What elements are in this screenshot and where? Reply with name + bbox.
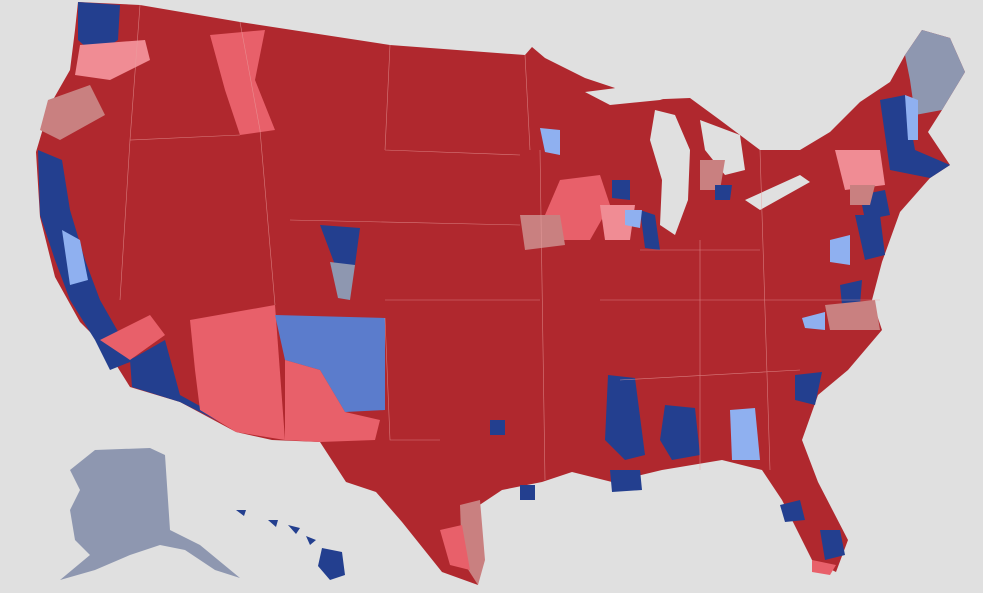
iowa-east — [520, 215, 565, 250]
lake-superior — [585, 85, 690, 105]
maine — [905, 30, 965, 115]
south-carolina — [795, 372, 822, 405]
florida-tampa — [780, 500, 805, 522]
inland-california — [100, 315, 165, 360]
florida-south — [820, 530, 845, 560]
idaho-montana — [210, 30, 275, 135]
pennsylvania-east — [850, 185, 875, 205]
virginia-east — [825, 300, 880, 330]
minneapolis — [540, 128, 560, 155]
georgia-south — [730, 408, 760, 460]
chicago — [640, 210, 660, 250]
california-coast — [38, 150, 135, 370]
arizona — [190, 305, 285, 440]
washington-districts — [75, 40, 150, 80]
houston-dallas — [490, 420, 535, 500]
lake-michigan — [650, 110, 690, 235]
california-central — [62, 230, 88, 285]
mississippi-delta — [605, 375, 645, 460]
colorado-district — [330, 262, 355, 300]
milwaukee — [612, 180, 630, 200]
dc-suburbs — [830, 235, 850, 265]
detroit — [715, 185, 732, 200]
lake-erie-huron — [700, 120, 810, 210]
michigan-central — [700, 160, 725, 190]
new-mexico-north — [275, 315, 385, 412]
hawaii — [236, 510, 345, 580]
new-england — [880, 95, 950, 178]
seattle-area — [78, 2, 120, 55]
southern-california — [130, 340, 240, 432]
virginia-north — [840, 280, 862, 305]
alaska — [60, 448, 240, 580]
district-borders — [119, 4, 880, 481]
louisiana — [610, 470, 642, 492]
atlanta-region — [660, 405, 700, 460]
new-mexico-south — [285, 360, 380, 442]
florida-keys — [812, 560, 836, 575]
denver-area — [320, 225, 360, 265]
chicago-suburbs — [625, 210, 642, 228]
new-hampshire — [905, 95, 918, 140]
rio-grande — [440, 525, 470, 570]
philadelphia-nj — [855, 215, 885, 260]
new-york-upstate — [835, 150, 885, 190]
virginia-west — [802, 312, 825, 330]
oregon-coast — [40, 85, 105, 140]
